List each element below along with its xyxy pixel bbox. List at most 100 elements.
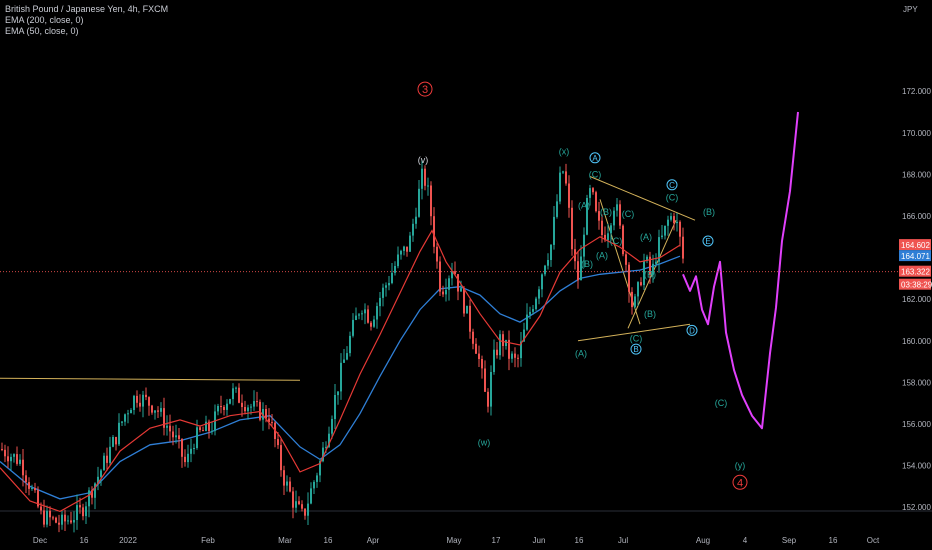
candle-body — [358, 314, 360, 316]
candle-body — [604, 234, 606, 241]
candle-body — [388, 283, 390, 286]
candle-body — [160, 408, 162, 412]
candle-body — [250, 406, 252, 408]
wave-label-circle — [417, 81, 433, 97]
candle-body — [514, 353, 516, 358]
candle-body — [181, 439, 183, 457]
candle-body — [400, 250, 402, 255]
candle-body — [481, 359, 483, 369]
wave-label: (C) — [666, 192, 679, 202]
candle-body — [157, 410, 159, 412]
candle-body — [658, 237, 660, 262]
candle-body — [49, 510, 51, 518]
candle-body — [571, 207, 573, 250]
candle-body — [490, 372, 492, 407]
candle-body — [622, 225, 624, 255]
price-axis[interactable]: 172.000170.000168.000166.000164.000162.0… — [899, 87, 932, 512]
candle-body — [217, 406, 219, 412]
wave-label: (B) — [600, 207, 612, 217]
candle-body — [643, 261, 645, 286]
candle-body — [208, 421, 210, 432]
candle-body — [109, 446, 111, 463]
candle-body — [418, 188, 420, 217]
candle-body — [127, 413, 129, 415]
symbol-title[interactable]: British Pound / Japanese Yen, 4h, FXCM — [5, 4, 169, 14]
candle-body — [412, 223, 414, 236]
trendline — [0, 377, 301, 381]
candle-body — [91, 490, 93, 498]
candle-body — [610, 225, 612, 234]
candle-body — [526, 314, 528, 330]
candle-body — [88, 490, 90, 507]
candle-body — [139, 402, 141, 407]
candle-body — [310, 488, 312, 504]
trendline — [577, 323, 691, 342]
x-tick-label: 16 — [575, 536, 584, 545]
candle-body — [115, 437, 117, 445]
candle-body — [652, 263, 654, 275]
candle-body — [241, 402, 243, 407]
price-label-box — [899, 265, 931, 277]
candle-body — [52, 517, 54, 519]
y-tick-label: 156.000 — [902, 420, 931, 429]
time-axis[interactable]: Dec 16 2022 Feb Mar 16 Apr May 17 Jun 16 Jul Aug 4 Sep… — [33, 536, 880, 545]
ema-200-legend[interactable]: EMA (200, close, 0) — [5, 15, 84, 25]
x-tick-label: Jul — [618, 536, 628, 545]
candle-body — [19, 459, 21, 464]
candle-body — [484, 368, 486, 392]
candle-body — [229, 399, 231, 404]
candle-body — [457, 274, 459, 292]
candle-body — [133, 395, 135, 410]
candle-body — [328, 433, 330, 447]
candle-body — [427, 185, 429, 187]
candle-body — [367, 309, 369, 323]
candle-body — [352, 319, 354, 336]
candle-body — [550, 244, 552, 260]
x-tick-label: Aug — [696, 536, 710, 545]
wave-label: (A) — [575, 348, 587, 358]
candle-body — [589, 188, 591, 198]
candle-body — [373, 319, 375, 327]
price-label-text: 163.322 — [901, 268, 930, 277]
candle-body — [166, 425, 168, 428]
candle-body — [316, 475, 318, 482]
candle-body — [37, 490, 39, 507]
candle-body — [469, 305, 471, 332]
ema-50-legend[interactable]: EMA (50, close, 0) — [5, 26, 79, 36]
candle-body — [682, 236, 684, 259]
candle-body — [256, 401, 258, 403]
candle-body — [568, 183, 570, 208]
candle-body — [607, 233, 609, 241]
wave-label-circle — [732, 474, 748, 490]
wave-label-circle — [630, 343, 642, 355]
wave-label: D — [689, 326, 695, 335]
candle-body — [538, 289, 540, 299]
candle-body — [511, 353, 513, 359]
candle-body — [13, 454, 15, 457]
candle-body — [637, 282, 639, 297]
candle-body — [151, 405, 153, 413]
x-tick-label: 16 — [829, 536, 838, 545]
candle-body — [529, 311, 531, 315]
wave-label: (C) — [715, 398, 728, 408]
wave-label: (A) — [578, 201, 590, 211]
x-tick-label: Apr — [367, 536, 380, 545]
candle-body — [505, 339, 507, 346]
candle-body — [343, 359, 345, 363]
candle-body — [640, 282, 642, 286]
x-tick-label: 16 — [80, 536, 89, 545]
candle-body — [178, 435, 180, 439]
candle-body — [82, 507, 84, 517]
candle-body — [613, 210, 615, 226]
wave-label: C — [669, 181, 675, 190]
candle-body — [40, 506, 42, 511]
candle-body — [547, 260, 549, 266]
x-tick-label: Oct — [867, 536, 880, 545]
candle-body — [508, 339, 510, 359]
candle-body — [304, 508, 306, 516]
candle-body — [451, 271, 453, 279]
candle-body — [232, 388, 234, 400]
wave-annotations: 3(v)(w)(x)A(C)(A)(B)(C)(B)(A)(A)(C)(C)C(… — [417, 81, 748, 490]
candle-body — [601, 220, 603, 235]
